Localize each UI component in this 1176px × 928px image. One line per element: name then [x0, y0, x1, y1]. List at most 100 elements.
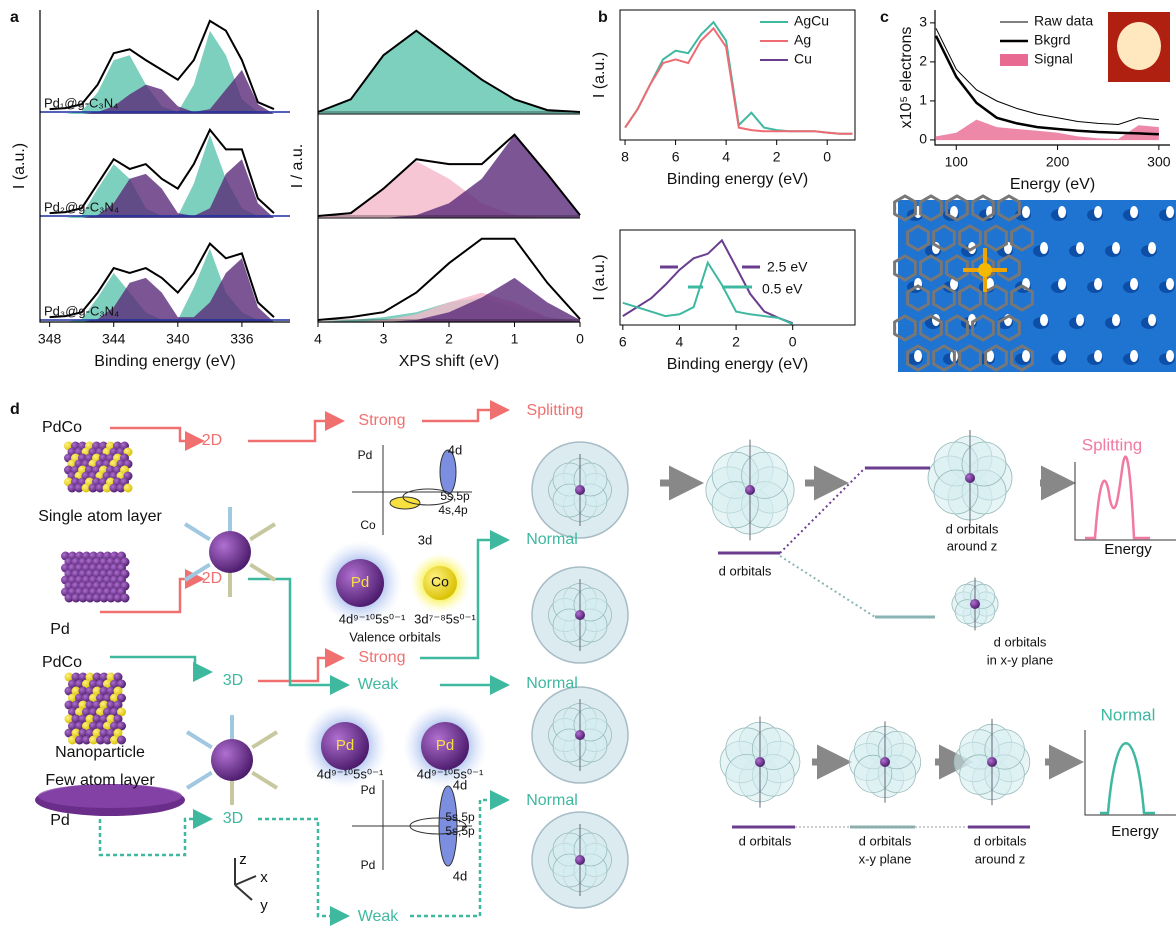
x-axis-label: Binding energy (eV)	[667, 171, 808, 188]
panel-letter: b	[598, 9, 608, 26]
diagram-label: Normal	[526, 675, 578, 692]
diagram-label: Weak	[358, 908, 400, 925]
atom	[965, 473, 975, 483]
x-tick-label: 4	[722, 149, 730, 165]
image-spot	[1130, 206, 1138, 218]
diagram-label: Pd	[50, 812, 70, 829]
diagram-label: d orbitals	[974, 833, 1027, 848]
legend-label: Bkgrd	[1034, 32, 1071, 48]
x-axis-label: Binding energy (eV)	[667, 356, 808, 373]
diagram-label: d orbitals	[859, 833, 912, 848]
legend-swatch	[1000, 54, 1028, 66]
flow-arrow	[422, 410, 505, 421]
diagram-label: z	[239, 851, 247, 868]
atom	[970, 599, 980, 609]
diagram-label: around z	[975, 851, 1026, 866]
axes	[40, 10, 290, 322]
ligand	[185, 524, 210, 539]
diagram-label: Energy	[1104, 541, 1152, 558]
image-spot	[1022, 206, 1030, 218]
atom	[745, 485, 755, 495]
diagram-label: d orbitals	[719, 563, 772, 578]
diagram-label: 4d⁹⁻¹⁰5s⁰⁻¹	[317, 766, 384, 781]
diagram-label: d orbitals	[994, 634, 1047, 649]
image-spot	[1112, 314, 1120, 326]
image-spot	[1040, 314, 1048, 326]
mini-axes	[1085, 730, 1176, 815]
diagram-label: Few atom layer	[45, 772, 155, 789]
diagram-label: 3D	[223, 810, 243, 827]
diagram-label: 4d⁹⁻¹⁰5s⁰⁻¹	[339, 611, 406, 626]
x-tick-label: 3	[380, 331, 388, 347]
x-tick-label: 1	[511, 331, 519, 347]
image-spot	[1166, 278, 1174, 290]
annotation: 2.5 eV	[767, 259, 808, 275]
diagram-label: Normal	[526, 531, 578, 548]
diagram-label: Pd	[50, 621, 70, 638]
x-tick-label: 300	[1147, 154, 1171, 170]
area-series	[318, 31, 580, 114]
atom	[575, 855, 585, 865]
atom	[117, 736, 126, 745]
x-tick-label: 6	[619, 334, 627, 350]
y-tick-label: 0	[919, 131, 927, 147]
flow-arrow	[248, 421, 340, 441]
diagram-label: PdCo	[42, 654, 82, 671]
image-spot	[1058, 350, 1066, 362]
diagram-label: 5s,5p	[445, 810, 475, 824]
diagram-label: 4d	[453, 777, 467, 792]
legend-label: Signal	[1034, 51, 1073, 67]
image-spot	[1040, 242, 1048, 254]
legend-label: Cu	[794, 51, 812, 67]
atom	[209, 531, 251, 573]
x-tick-label: 4	[314, 331, 322, 347]
line-series	[625, 28, 852, 133]
diagram-label: 4d⁹⁻¹⁰5s⁰⁻¹	[417, 766, 484, 781]
ligand	[252, 773, 277, 788]
image-spot	[1148, 314, 1156, 326]
y-tick-label: 3	[919, 14, 927, 30]
x-tick-label: 200	[1046, 154, 1070, 170]
diagram-label: Strong	[358, 649, 405, 666]
atom	[211, 739, 253, 781]
x-tick-label: 8	[621, 149, 629, 165]
x-tick-label: 4	[676, 334, 684, 350]
diagram-label: Pd	[436, 737, 454, 754]
diagram-label: Normal	[526, 792, 578, 809]
image-spot	[1022, 350, 1030, 362]
figure: Pd₁@g-C₃N₄Pd₂@g-C₃N₄Pd₃@g-C₃N₄3483443403…	[0, 0, 1176, 928]
ligand	[252, 732, 277, 747]
diagram-label: Co	[360, 518, 376, 532]
diagram-label: Pd	[358, 448, 373, 462]
diagram-label: d orbitals	[946, 521, 999, 536]
image-spot	[1076, 314, 1084, 326]
diagram-label: 4s,4p	[438, 503, 468, 517]
diagram-label: 2D	[202, 570, 222, 587]
x-tick-label: 0	[789, 334, 797, 350]
panel-letter: c	[880, 9, 889, 26]
image-spot	[1166, 206, 1174, 218]
plot-frame	[620, 230, 855, 325]
diagram-label: 2D	[202, 432, 222, 449]
diagram-label: in x-y plane	[987, 652, 1053, 667]
image-spot	[1094, 206, 1102, 218]
diagram-label: d	[10, 401, 20, 418]
diagram-label: PdCo	[42, 419, 82, 436]
atom	[880, 757, 890, 767]
x-tick-label: 2	[445, 331, 453, 347]
x-tick-label: 6	[672, 149, 680, 165]
y-axis-label: I (a.u.)	[11, 143, 28, 189]
diagram-label: Energy	[1111, 823, 1159, 840]
x-tick-label: 100	[945, 154, 969, 170]
mini-axes	[1075, 462, 1176, 540]
y-axis-label: I / a.u.	[289, 144, 306, 188]
ligand	[250, 524, 275, 539]
x-tick-label: 2	[773, 149, 781, 165]
atom	[121, 594, 130, 603]
y-axis-label: x10⁵ electrons	[898, 27, 915, 129]
annotation: 0.5 eV	[762, 281, 803, 297]
diagram-label: 5s,5p	[440, 489, 470, 503]
image-spot	[1166, 350, 1174, 362]
y-tick-label: 1	[919, 92, 927, 108]
diagram-label: 3d⁷⁻⁸5s⁰⁻¹	[414, 611, 476, 626]
